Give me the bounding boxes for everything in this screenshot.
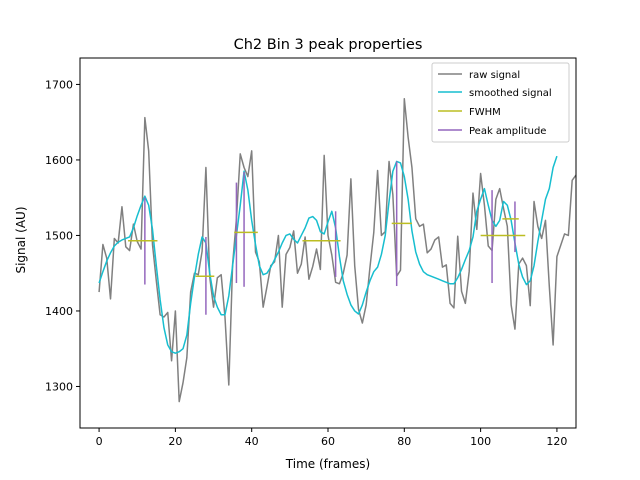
y-tick-label: 1500 — [45, 229, 73, 242]
x-tick-label: 80 — [397, 435, 411, 448]
x-tick-label: 60 — [321, 435, 335, 448]
y-tick-label: 1600 — [45, 154, 73, 167]
legend-box — [431, 62, 570, 143]
x-tick-label: 120 — [546, 435, 567, 448]
axis-ticks: 0 20 40 60 80 100 120 1300 1400 1500 1600 1700 — [45, 78, 567, 448]
legend-raw-label: raw signal — [469, 70, 520, 81]
y-axis-label: Signal (AU) — [14, 206, 28, 273]
x-axis-label: Time (frames) — [285, 457, 370, 471]
chart-title: Ch2 Bin 3 peak properties — [234, 37, 423, 53]
series-line-smoothed-signal — [98, 155, 558, 354]
x-tick-label: 100 — [470, 435, 491, 448]
x-tick-label: 40 — [245, 435, 259, 448]
y-tick-label: 1400 — [45, 305, 73, 318]
y-tick-label: 1700 — [45, 78, 73, 91]
x-tick-label: 0 — [96, 435, 103, 448]
axes-frame — [79, 57, 577, 429]
legend-fwhm-label: FWHM — [469, 107, 501, 118]
legend-smoothed-label: smoothed signal — [469, 88, 552, 99]
legend: raw signal smoothed signal FWHM Peak amp… — [431, 62, 570, 143]
legend-amplitude-label: Peak amplitude — [469, 126, 546, 137]
series-line-raw-signal — [98, 98, 576, 403]
plot-area — [98, 98, 576, 403]
x-tick-label: 20 — [168, 435, 182, 448]
y-tick-label: 1300 — [45, 380, 73, 393]
